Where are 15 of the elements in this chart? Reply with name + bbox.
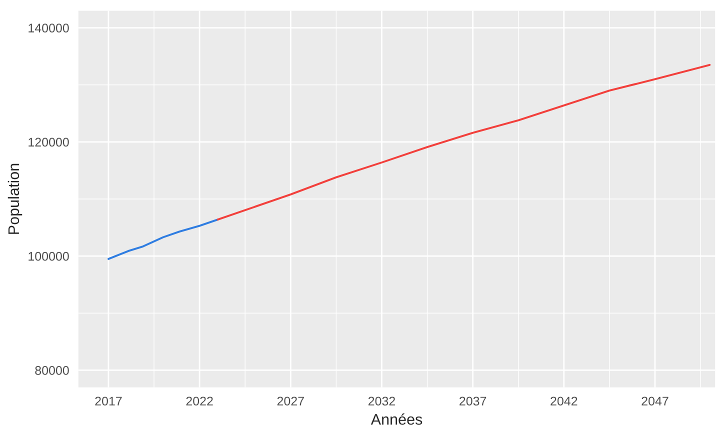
y-tick-label: 80000	[35, 366, 69, 375]
x-tick-label: 2022	[186, 396, 213, 406]
x-tick-label: 2017	[95, 396, 122, 406]
y-axis-title: Population	[8, 164, 22, 234]
line-series	[107, 218, 219, 260]
x-tick-label: 2027	[277, 396, 304, 406]
y-tick-label: 140000	[28, 24, 69, 32]
x-tick-label: 2032	[368, 396, 396, 406]
x-axis-title: Années	[370, 413, 422, 425]
y-tick-label: 120000	[28, 138, 69, 147]
x-tick-label: 2047	[642, 396, 668, 406]
x-tick-label: 2042	[550, 396, 578, 406]
x-tick-label: 2037	[460, 396, 486, 406]
y-tick-label: 100000	[28, 252, 69, 261]
line-series	[216, 64, 711, 221]
